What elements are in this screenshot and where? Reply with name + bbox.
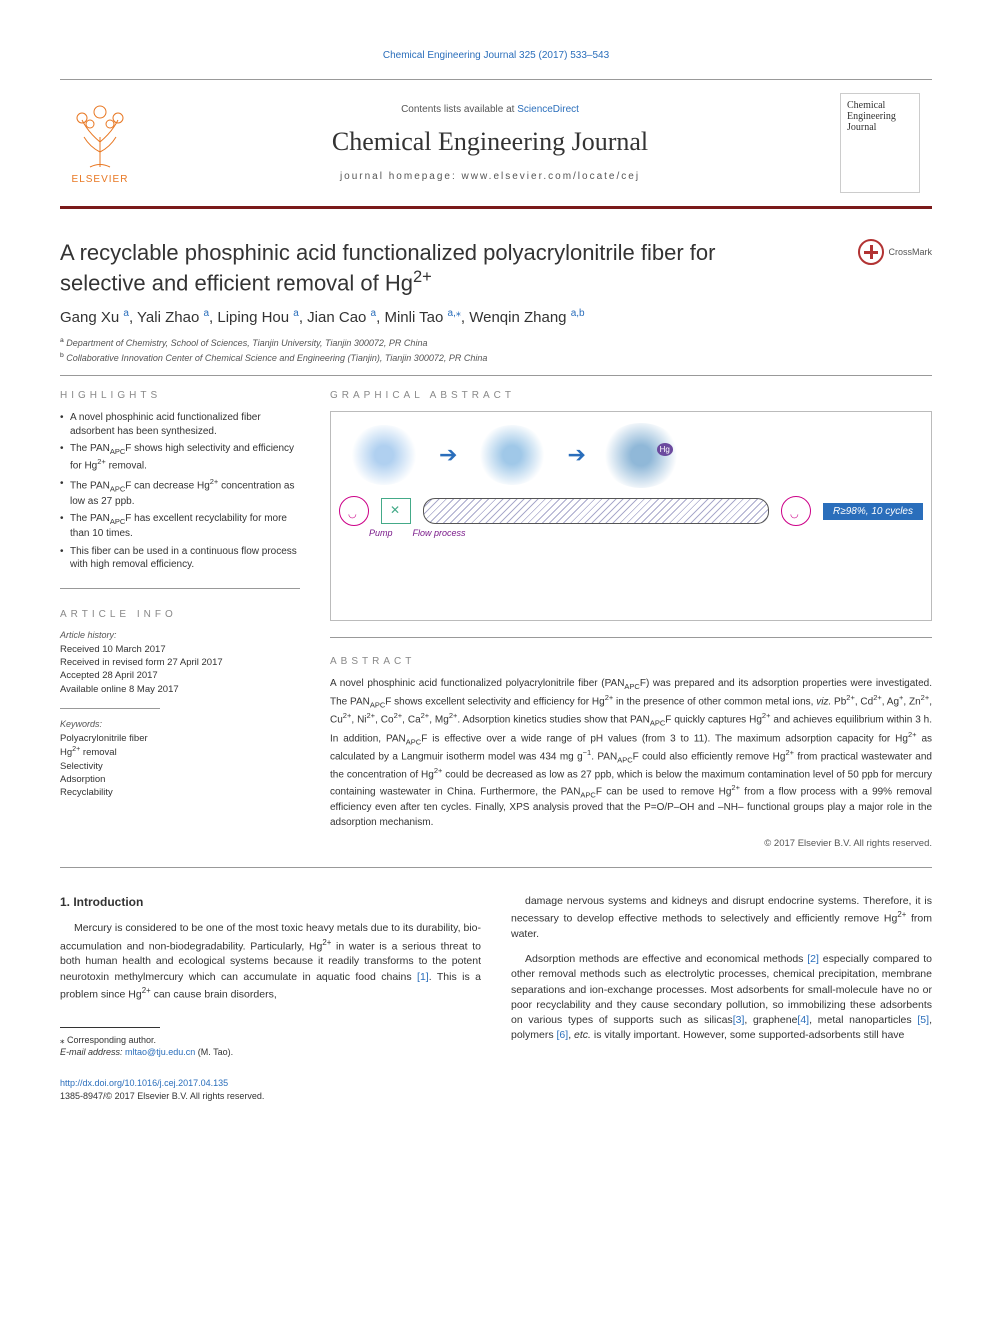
- graphical-abstract-heading: GRAPHICAL ABSTRACT: [330, 390, 932, 401]
- intro-paragraph: Adsorption methods are effective and eco…: [511, 952, 932, 1043]
- graphical-abstract: ➔ ➔ Hg R≥98%, 10 cycles Pump Flow proces…: [330, 411, 932, 621]
- doi-link[interactable]: http://dx.doi.org/10.1016/j.cej.2017.04.…: [60, 1078, 228, 1088]
- author: Gang Xu a: [60, 309, 129, 326]
- email-label: E-mail address:: [60, 1047, 123, 1057]
- keywords-label: Keywords:: [60, 719, 300, 729]
- email-author-name: (M. Tao).: [198, 1047, 233, 1057]
- ref-link[interactable]: [3]: [733, 1014, 745, 1026]
- intro-paragraph: Mercury is considered to be one of the m…: [60, 921, 481, 1002]
- keywords-list: Polyacrylonitrile fiber Hg2+ removal Sel…: [60, 732, 300, 800]
- date-revised: Received in revised form 27 April 2017: [60, 656, 300, 669]
- affiliation-a: Department of Chemistry, School of Scien…: [66, 338, 427, 348]
- highlights-heading: HIGHLIGHTS: [60, 390, 300, 401]
- date-accepted: Accepted 28 April 2017: [60, 669, 300, 682]
- publisher-logo: ELSEVIER: [60, 93, 140, 193]
- elsevier-tree-icon: [70, 102, 130, 172]
- corresponding-footnote: ⁎ Corresponding author. E-mail address: …: [60, 1034, 481, 1059]
- section-heading-intro: 1. Introduction: [60, 894, 481, 911]
- ga-fiber-stage-1: [349, 425, 419, 485]
- ref-link[interactable]: [1]: [417, 971, 429, 983]
- copyright-line: © 2017 Elsevier B.V. All rights reserved…: [330, 838, 932, 849]
- journal-homepage: journal homepage: www.elsevier.com/locat…: [140, 171, 840, 182]
- contents-available-line: Contents lists available at ScienceDirec…: [140, 104, 840, 115]
- affiliation-b: Collaborative Innovation Center of Chemi…: [66, 353, 487, 363]
- keyword: Selectivity: [60, 760, 300, 773]
- authors-line: Gang Xu a, Yali Zhao a, Liping Hou a, Ji…: [60, 308, 932, 326]
- title-line-1: A recyclable phosphinic acid functionali…: [60, 240, 715, 265]
- abstract-text: A novel phosphinic acid functionalized p…: [330, 677, 932, 830]
- doi-block: http://dx.doi.org/10.1016/j.cej.2017.04.…: [60, 1077, 481, 1103]
- title-line-2: selective and efficient removal of Hg: [60, 270, 413, 295]
- arrow-icon: ➔: [439, 442, 457, 468]
- ga-fiber-stage-2: [477, 425, 547, 485]
- citation-line: Chemical Engineering Journal 325 (2017) …: [60, 50, 932, 61]
- smiley-icon: [339, 496, 369, 526]
- author: Jian Cao a: [307, 309, 376, 326]
- article-title: A recyclable phosphinic acid functionali…: [60, 239, 858, 296]
- keyword: Recyclability: [60, 786, 300, 799]
- author: Wenqin Zhang a,b: [469, 309, 584, 326]
- article-info-heading: ARTICLE INFO: [60, 609, 300, 620]
- ref-link[interactable]: [2]: [807, 953, 819, 965]
- affiliations: a Department of Chemistry, School of Sci…: [60, 336, 932, 365]
- corresponding-label: ⁎ Corresponding author.: [60, 1034, 481, 1047]
- highlight-item: The PANAPCF shows high selectivity and e…: [60, 442, 300, 473]
- highlight-item: This fiber can be used in a continuous f…: [60, 545, 300, 572]
- pump-icon: [381, 498, 411, 524]
- arrow-icon: ➔: [567, 442, 585, 468]
- date-online: Available online 8 May 2017: [60, 683, 300, 696]
- highlight-item: The PANAPCF has excellent recyclability …: [60, 512, 300, 541]
- journal-header: ELSEVIER Contents lists available at Sci…: [60, 79, 932, 209]
- contents-prefix: Contents lists available at: [401, 104, 517, 115]
- keyword: Adsorption: [60, 773, 300, 786]
- abstract-heading: ABSTRACT: [330, 656, 932, 667]
- article-history-label: Article history:: [60, 630, 300, 640]
- flow-label: Flow process: [413, 528, 466, 538]
- ref-link[interactable]: [4]: [797, 1014, 809, 1026]
- author: Liping Hou a: [217, 309, 298, 326]
- issn-copyright: 1385-8947/© 2017 Elsevier B.V. All right…: [60, 1091, 264, 1101]
- crossmark-label: CrossMark: [888, 247, 932, 257]
- keyword: Hg2+ removal: [60, 745, 300, 759]
- ref-link[interactable]: [6]: [557, 1029, 569, 1041]
- article-dates: Received 10 March 2017 Received in revis…: [60, 643, 300, 696]
- author: Minli Tao a,⁎: [384, 309, 460, 326]
- highlights-list: A novel phosphinic acid functionalized f…: [60, 411, 300, 572]
- highlight-item: The PANAPCF can decrease Hg2+ concentrat…: [60, 477, 300, 508]
- journal-name: Chemical Engineering Journal: [140, 127, 840, 157]
- cover-title: Chemical Engineering Journal: [847, 100, 913, 133]
- crossmark-widget[interactable]: CrossMark: [858, 239, 932, 265]
- ref-link[interactable]: [5]: [917, 1014, 929, 1026]
- smiley-icon: [781, 496, 811, 526]
- author: Yali Zhao a: [137, 309, 209, 326]
- journal-cover-thumb: Chemical Engineering Journal: [840, 93, 920, 193]
- recycle-label-box: R≥98%, 10 cycles: [823, 503, 923, 520]
- hg-badge: Hg: [657, 443, 673, 456]
- sciencedirect-link[interactable]: ScienceDirect: [517, 104, 579, 115]
- email-link[interactable]: mltao@tju.edu.cn: [125, 1047, 195, 1057]
- intro-paragraph: damage nervous systems and kidneys and d…: [511, 894, 932, 942]
- flow-tube: [423, 498, 769, 524]
- keyword: Polyacrylonitrile fiber: [60, 732, 300, 745]
- crossmark-icon: [858, 239, 884, 265]
- title-superscript: 2+: [413, 268, 432, 286]
- pump-label: Pump: [369, 528, 393, 538]
- highlight-item: A novel phosphinic acid functionalized f…: [60, 411, 300, 438]
- ga-fiber-stage-3: Hg: [601, 423, 681, 488]
- date-received: Received 10 March 2017: [60, 643, 300, 656]
- publisher-name: ELSEVIER: [72, 174, 129, 185]
